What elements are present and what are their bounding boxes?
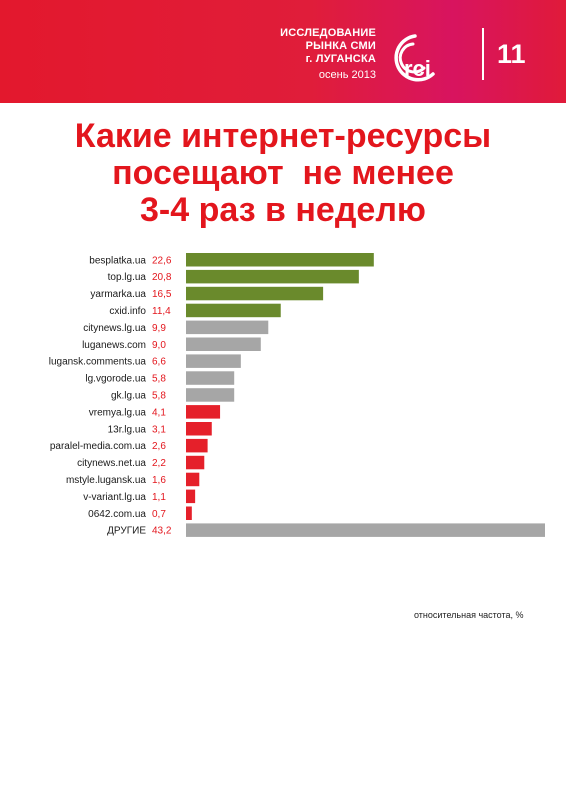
bar: [186, 286, 324, 301]
category-label: ДРУГИЕ: [107, 526, 146, 537]
page-title: Какие интернет-ресурсы посещают не менее…: [0, 118, 566, 229]
bar: [186, 506, 192, 520]
bar: [186, 253, 374, 267]
category-label: lg.vgorode.ua: [85, 374, 146, 385]
value-label: 1,6: [152, 475, 166, 486]
category-label: yarmarka.ua: [90, 289, 146, 300]
value-axis-label: относительная частота, %: [414, 610, 524, 620]
bar: [186, 455, 205, 470]
value-label: 5,8: [152, 390, 166, 401]
bar: [186, 320, 269, 335]
value-label: 11,4: [152, 306, 171, 317]
value-label: 1,1: [152, 492, 166, 503]
bar: [186, 388, 235, 402]
category-label: 0642.com.ua: [88, 509, 146, 520]
value-label: 6,6: [152, 357, 166, 368]
bar: [186, 405, 221, 419]
bar: [186, 371, 235, 385]
value-label: 2,6: [152, 441, 166, 452]
category-label: citynews.lg.ua: [83, 323, 146, 334]
bar: [186, 354, 241, 368]
bar: [186, 472, 200, 487]
category-label: mstyle.lugansk.ua: [66, 475, 146, 486]
value-label: 43,2: [152, 526, 172, 537]
value-label: 0,7: [152, 509, 166, 520]
value-label: 16,5: [152, 289, 172, 300]
value-label: 20,8: [152, 272, 172, 283]
value-label: 9,0: [152, 340, 166, 351]
category-label: citynews.net.ua: [77, 458, 146, 469]
header-text-block: ИССЛЕДОВАНИЕ РЫНКА СМИ г. ЛУГАНСКА осень…: [280, 27, 376, 83]
value-label: 4,1: [152, 407, 166, 418]
rci-logo-text: rci: [404, 56, 431, 81]
value-label: 5,8: [152, 374, 166, 385]
category-label: luganews.com: [82, 340, 146, 351]
value-label: 2,2: [152, 458, 166, 469]
header-line-1: ИССЛЕДОВАНИЕ: [280, 27, 376, 39]
header-line-2: РЫНКА СМИ: [305, 40, 376, 52]
category-label: v-variant.lg.ua: [83, 492, 146, 503]
bar: [186, 523, 545, 537]
category-label: gk.lg.ua: [111, 390, 146, 401]
page-number: 11: [497, 39, 526, 69]
value-label: 9,9: [152, 323, 166, 334]
bar: [186, 303, 281, 318]
category-label: paralel-media.com.ua: [50, 441, 147, 452]
value-label: 22,6: [152, 255, 172, 266]
bar: [186, 269, 359, 284]
category-label: 13r.lg.ua: [108, 424, 147, 435]
bar: [186, 438, 208, 453]
value-label: 3,1: [152, 424, 166, 435]
category-label: besplatka.ua: [89, 255, 146, 266]
bar-chart: besplatka.ua 22,6 top.lg.ua 20,8 yarmarka.ua…: [49, 253, 545, 537]
title-line-2: посещают не менее: [112, 154, 454, 192]
header-season: осень 2013: [318, 69, 376, 81]
header-line-3: г. ЛУГАНСКА: [305, 53, 376, 65]
rci-logo: rci: [394, 34, 435, 82]
header-divider: [482, 28, 484, 80]
category-label: vremya.lg.ua: [89, 407, 147, 418]
title-line-3: 3-4 раз в неделю: [140, 191, 426, 229]
header-band: ИССЛЕДОВАНИЕ РЫНКА СМИ г. ЛУГАНСКА осень…: [0, 0, 566, 103]
title-line-1: Какие интернет-ресурсы: [74, 117, 492, 155]
bar: [186, 489, 196, 504]
category-label: top.lg.ua: [108, 272, 147, 283]
category-label: lugansk.comments.ua: [49, 357, 147, 368]
category-label: cxid.info: [109, 306, 146, 317]
bar: [186, 337, 261, 351]
bar: [186, 422, 212, 436]
